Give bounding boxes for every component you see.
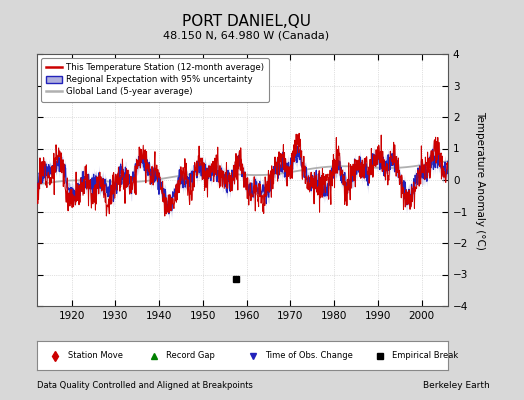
Y-axis label: Temperature Anomaly (°C): Temperature Anomaly (°C) xyxy=(475,110,485,250)
Text: Record Gap: Record Gap xyxy=(166,351,215,360)
Text: PORT DANIEL,QU: PORT DANIEL,QU xyxy=(182,14,311,29)
Text: Data Quality Controlled and Aligned at Breakpoints: Data Quality Controlled and Aligned at B… xyxy=(37,381,253,390)
Text: Station Move: Station Move xyxy=(68,351,123,360)
Text: Empirical Break: Empirical Break xyxy=(392,351,458,360)
Text: Berkeley Earth: Berkeley Earth xyxy=(423,381,490,390)
Text: Time of Obs. Change: Time of Obs. Change xyxy=(265,351,353,360)
Legend: This Temperature Station (12-month average), Regional Expectation with 95% uncer: This Temperature Station (12-month avera… xyxy=(41,58,269,102)
Text: 48.150 N, 64.980 W (Canada): 48.150 N, 64.980 W (Canada) xyxy=(163,30,330,40)
